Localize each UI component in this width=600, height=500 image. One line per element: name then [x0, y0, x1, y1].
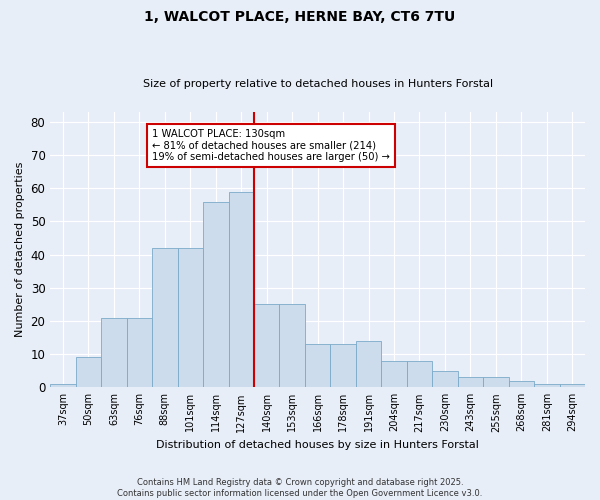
Bar [509, 380, 534, 388]
Bar [50, 384, 76, 388]
Bar [178, 248, 203, 388]
Text: 1, WALCOT PLACE, HERNE BAY, CT6 7TU: 1, WALCOT PLACE, HERNE BAY, CT6 7TU [145, 10, 455, 24]
Text: Contains HM Land Registry data © Crown copyright and database right 2025.
Contai: Contains HM Land Registry data © Crown c… [118, 478, 482, 498]
Bar [280, 304, 305, 388]
Bar [305, 344, 331, 388]
Bar [382, 361, 407, 388]
Bar [127, 318, 152, 388]
Bar [229, 192, 254, 388]
Bar [76, 358, 101, 388]
Bar [152, 248, 178, 388]
Bar [407, 361, 432, 388]
X-axis label: Distribution of detached houses by size in Hunters Forstal: Distribution of detached houses by size … [156, 440, 479, 450]
Text: 1 WALCOT PLACE: 130sqm
← 81% of detached houses are smaller (214)
19% of semi-de: 1 WALCOT PLACE: 130sqm ← 81% of detached… [152, 128, 390, 162]
Bar [432, 370, 458, 388]
Title: Size of property relative to detached houses in Hunters Forstal: Size of property relative to detached ho… [143, 79, 493, 89]
Bar [331, 344, 356, 388]
Bar [356, 341, 382, 388]
Bar [560, 384, 585, 388]
Bar [458, 378, 483, 388]
Bar [203, 202, 229, 388]
Bar [483, 378, 509, 388]
Y-axis label: Number of detached properties: Number of detached properties [15, 162, 25, 338]
Bar [534, 384, 560, 388]
Bar [254, 304, 280, 388]
Bar [101, 318, 127, 388]
